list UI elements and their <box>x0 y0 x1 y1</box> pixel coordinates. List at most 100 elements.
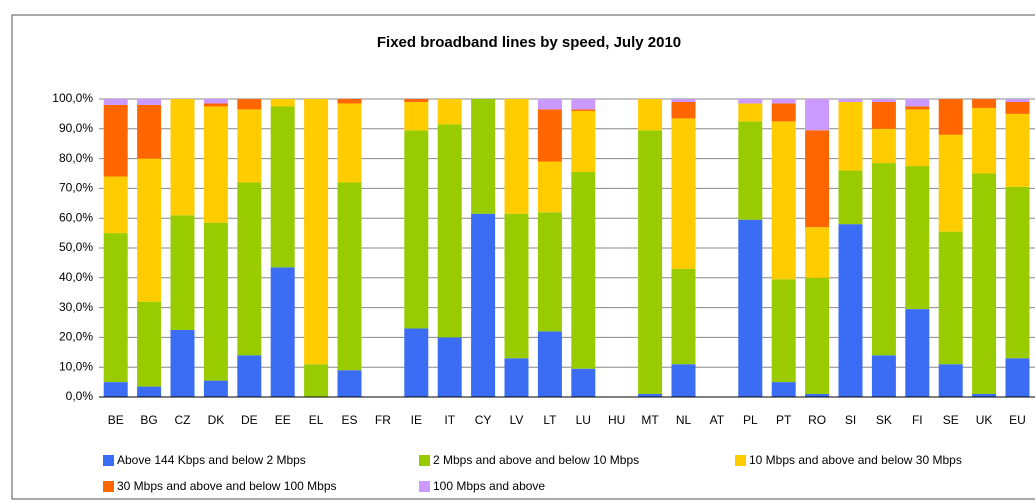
y-tick-label: 10,0% <box>59 359 93 373</box>
bar-segment <box>805 394 830 397</box>
x-tick-label: PL <box>743 413 758 427</box>
bar-segment <box>337 103 362 183</box>
bar-segment <box>571 99 596 110</box>
y-tick-label: 30,0% <box>59 300 93 314</box>
x-tick-label: UK <box>976 413 993 427</box>
x-tick-label: MT <box>641 413 659 427</box>
bar-segment <box>871 128 896 164</box>
bar-segment <box>738 121 763 220</box>
y-tick-label: 20,0% <box>59 330 93 344</box>
bar-segment <box>237 355 262 397</box>
bar-segment <box>537 99 562 110</box>
bar-segment <box>404 101 429 131</box>
bar-segment <box>638 130 663 395</box>
bar-segment <box>905 166 930 310</box>
legend-swatch <box>419 481 430 492</box>
bar-segment <box>270 99 295 107</box>
bar-segment <box>471 213 496 397</box>
bar-segment <box>237 182 262 356</box>
x-tick-label: LV <box>510 413 524 427</box>
bar-segment <box>771 121 796 280</box>
bar-segment <box>771 279 796 383</box>
bar-segment <box>537 109 562 162</box>
bar-segment <box>504 358 529 397</box>
bar-segment <box>871 99 896 102</box>
bar-segment <box>1005 358 1030 397</box>
legend-label: Above 144 Kbps and below 2 Mbps <box>117 453 306 467</box>
x-tick-label: BE <box>108 413 124 427</box>
y-tick-label: 80,0% <box>59 151 93 165</box>
bar-segment <box>905 109 930 167</box>
bar-segment <box>471 99 496 214</box>
x-tick-label: DE <box>241 413 258 427</box>
x-tick-label: IT <box>444 413 455 427</box>
y-tick-label: 0,0% <box>66 389 94 403</box>
bar-segment <box>270 267 295 397</box>
x-tick-label: AT <box>710 413 725 427</box>
bar-segment <box>203 103 228 107</box>
bar-segment <box>671 364 696 397</box>
bar-segment <box>738 99 763 104</box>
bar-segment <box>771 99 796 104</box>
x-tick-label: HU <box>608 413 625 427</box>
bar-segment <box>871 355 896 397</box>
y-tick-label: 60,0% <box>59 210 93 224</box>
bar-segment <box>304 99 329 365</box>
bar-segment <box>504 99 529 214</box>
bar-segment <box>1005 101 1030 114</box>
bar-segment <box>237 99 262 110</box>
x-tick-label: SI <box>845 413 856 427</box>
bar-segment <box>838 170 863 225</box>
bar-segment <box>671 101 696 119</box>
x-tick-label: SK <box>876 413 892 427</box>
x-tick-label: IE <box>411 413 422 427</box>
bar-segment <box>671 118 696 269</box>
bar-segment <box>137 386 162 397</box>
bar-segment <box>404 130 429 329</box>
x-tick-label: FI <box>912 413 923 427</box>
bar-segment <box>404 99 429 102</box>
bar-segment <box>270 106 295 268</box>
bar-segment <box>404 328 429 397</box>
bar-segment <box>871 101 896 129</box>
bar-segment <box>905 106 930 110</box>
bar-segment <box>237 109 262 183</box>
bar-segment <box>671 268 696 365</box>
bar-segment <box>805 277 830 395</box>
bar-segment <box>537 331 562 397</box>
bar-segment <box>1005 186 1030 359</box>
x-tick-label: CY <box>475 413 492 427</box>
bar-segment <box>337 370 362 397</box>
bar-segment <box>170 215 195 330</box>
y-tick-label: 90,0% <box>59 121 93 135</box>
bar-segment <box>571 109 596 111</box>
x-tick-label: ES <box>341 413 357 427</box>
bar-segment <box>203 222 228 381</box>
x-tick-label: DK <box>208 413 225 427</box>
bar-segment <box>203 380 228 397</box>
x-tick-label: EL <box>309 413 324 427</box>
bar-segment <box>805 227 830 278</box>
bar-segment <box>972 173 997 395</box>
bar-segment <box>938 134 963 232</box>
legend-label: 10 Mbps and above and below 30 Mbps <box>749 453 962 467</box>
bar-segment <box>905 99 930 107</box>
y-tick-label: 40,0% <box>59 270 93 284</box>
legend-swatch <box>735 455 746 466</box>
legend-swatch <box>103 455 114 466</box>
bar-segment <box>638 99 663 131</box>
bar-segment <box>571 368 596 397</box>
bar-segment <box>738 103 763 122</box>
bar-segment <box>938 364 963 397</box>
x-tick-label: NL <box>676 413 692 427</box>
legend-label: 100 Mbps and above <box>433 479 545 493</box>
bar-segment <box>1005 99 1030 102</box>
bar-segment <box>103 176 128 234</box>
x-tick-label: EE <box>275 413 291 427</box>
bar-segment <box>103 99 128 105</box>
legend-swatch <box>419 455 430 466</box>
legend-label: 2 Mbps and above and below 10 Mbps <box>433 453 639 467</box>
bar-segment <box>170 99 195 216</box>
x-tick-label: LT <box>543 413 557 427</box>
bar-segment <box>972 107 997 174</box>
